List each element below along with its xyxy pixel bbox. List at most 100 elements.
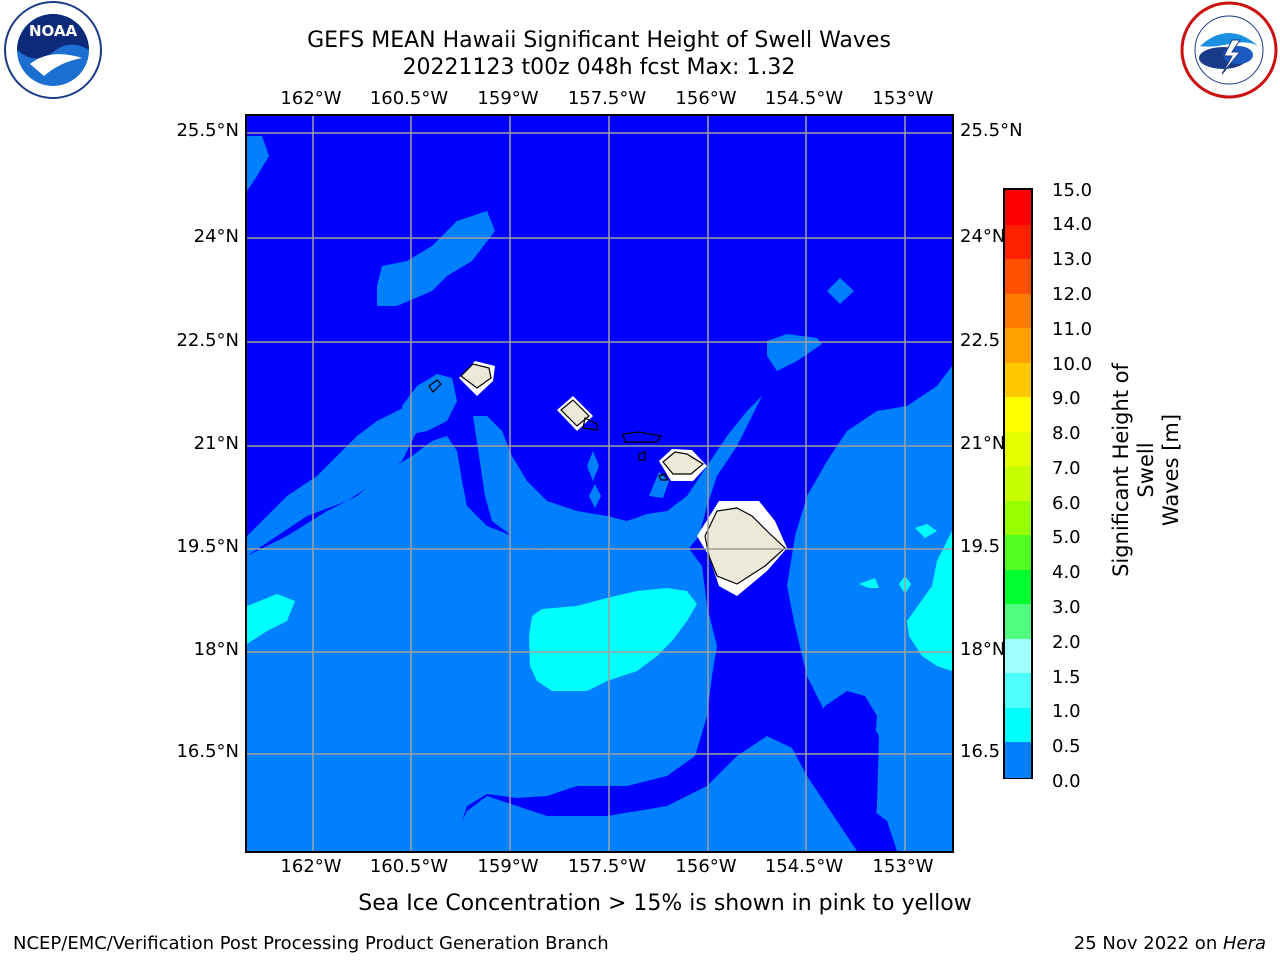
swell-height-map	[245, 114, 954, 853]
graticule	[247, 116, 952, 851]
colorbar-tick: 15.0	[1052, 180, 1093, 201]
map-canvas	[247, 116, 952, 851]
swell-band-1-0-1-5-east-small-c	[915, 524, 937, 538]
colorbar-band	[1005, 742, 1031, 778]
footer-credit: NCEP/EMC/Verification Post Processing Pr…	[13, 933, 609, 954]
swell-band-1-0-1-5-west	[247, 594, 295, 644]
colorbar-tick: 7.0	[1052, 458, 1081, 479]
colorbar-band	[1005, 190, 1031, 226]
lon-tick-top: 159°W	[477, 88, 539, 109]
lon-tick-top: 162°W	[280, 88, 342, 109]
footer-date-text: 25 Nov 2022 on	[1073, 933, 1223, 954]
island-lanai	[638, 451, 646, 461]
colorbar-tick: 9.0	[1052, 388, 1081, 409]
colorbar-band	[1005, 500, 1031, 536]
lat-tick-right: 24°N	[960, 226, 1006, 247]
colorbar-tick: 4.0	[1052, 562, 1081, 583]
lat-tick-left: 19.5°N	[176, 536, 239, 557]
island-niihau	[428, 379, 442, 393]
colorbar-tick: 0.5	[1052, 736, 1081, 757]
island-oahu	[560, 399, 590, 427]
swell-band-0-5-1-0-small-patch-a	[587, 451, 599, 481]
swell-band-0-0-5-south-c	[857, 806, 897, 851]
noaa-logo: NOAA	[0, 0, 106, 102]
colorbar-label-line2: Waves [m]	[1159, 413, 1183, 527]
swell-band-0-5-1-0-nw-corner	[247, 136, 269, 191]
colorbar-bands	[1005, 190, 1031, 778]
colorbar-tick: 13.0	[1052, 249, 1093, 270]
lon-tick-bottom: 162°W	[280, 856, 342, 877]
swell-band-0-5-1-0-kauai-patch	[402, 374, 457, 434]
colorbar-tick: 12.0	[1052, 284, 1093, 305]
colorbar-band	[1005, 673, 1031, 709]
colorbar-band	[1005, 707, 1031, 744]
lon-tick-top: 157.5°W	[567, 88, 647, 109]
lat-tick-right: 25.5°N	[960, 120, 1023, 141]
colorbar-tick: 2.0	[1052, 632, 1081, 653]
colorbar-band	[1005, 466, 1031, 502]
lon-tick-bottom: 160.5°W	[369, 856, 449, 877]
chart-title-line2: 20221123 t00z 048h fcst Max: 1.32	[402, 55, 796, 80]
lon-tick-top: 153°W	[872, 88, 934, 109]
noaa-logo-text: NOAA	[29, 22, 78, 40]
lon-tick-top: 154.5°W	[764, 88, 844, 109]
swell-band-0-5-1-0-north-patch	[377, 211, 495, 306]
island-molokai	[622, 431, 663, 443]
colorbar-label-line1: Significant Height of Swell	[1109, 363, 1158, 577]
lat-tick-right: 18°N	[960, 639, 1006, 660]
lat-tick-left: 16.5°N	[176, 741, 239, 762]
lon-tick-bottom: 156°W	[675, 856, 737, 877]
colorbar-band	[1005, 604, 1031, 640]
lon-tick-bottom: 154.5°W	[764, 856, 844, 877]
colorbar-tick: 1.5	[1052, 667, 1081, 688]
swell-band-0-0-5-south-b	[832, 734, 845, 756]
island-kauai	[460, 363, 492, 389]
lat-tick-left: 24°N	[193, 226, 239, 247]
swell-band-1-0-1-5-east	[907, 531, 952, 671]
colorbar-tick: 8.0	[1052, 423, 1081, 444]
island-big-island	[704, 507, 786, 585]
colorbar-tick: 3.0	[1052, 597, 1081, 618]
colorbar-tick: 5.0	[1052, 527, 1081, 548]
colorbar-tick: 10.0	[1052, 354, 1093, 375]
footer-host: Hera	[1222, 933, 1266, 954]
swell-band-1-0-1-5-east-small-a	[859, 578, 879, 588]
swell-band-1-0-1-5-south-center	[529, 588, 697, 691]
colorbar-band	[1005, 431, 1031, 467]
swell-band-0-5-1-0-small-patch-c	[649, 472, 669, 498]
lat-tick-left: 22.5°N	[176, 330, 239, 351]
colorbar-tick: 0.0	[1052, 771, 1081, 792]
colorbar-tick: 6.0	[1052, 493, 1081, 514]
lat-tick-right: 16.5	[960, 741, 1001, 762]
colorbar-tick: 11.0	[1052, 319, 1093, 340]
lon-tick-bottom: 157.5°W	[567, 856, 647, 877]
lon-tick-top: 156°W	[675, 88, 737, 109]
sea-ice-note: Sea Ice Concentration > 15% is shown in …	[358, 891, 972, 916]
chart-title-line1: GEFS MEAN Hawaii Significant Height of S…	[307, 28, 891, 53]
colorbar	[1003, 188, 1033, 779]
lat-tick-left: 18°N	[193, 639, 239, 660]
colorbar-tick: 1.0	[1052, 701, 1081, 722]
lon-tick-bottom: 153°W	[872, 856, 934, 877]
nws-logo	[1178, 0, 1280, 100]
colorbar-band	[1005, 535, 1031, 571]
swell-band-0-5-1-0-channel	[473, 396, 762, 556]
lat-tick-right: 19.5	[960, 536, 1001, 557]
swell-band-0-5-1-0-east-diamond	[827, 278, 854, 304]
swell-band-0-5-1-0-southwest	[247, 436, 717, 851]
colorbar-band	[1005, 259, 1031, 295]
lon-tick-bottom: 159°W	[477, 856, 539, 877]
colorbar-band	[1005, 328, 1031, 364]
lat-tick-right: 21°N	[960, 433, 1006, 454]
colorbar-band	[1005, 638, 1031, 674]
colorbar-tick: 14.0	[1052, 214, 1093, 235]
lat-tick-right: 22.5	[960, 330, 1001, 351]
colorbar-label: Significant Height of Swell Waves [m]	[1109, 340, 1183, 600]
swell-band-0-5-1-0-small-patch-b	[589, 484, 601, 508]
island-oahu-tail	[582, 417, 598, 431]
colorbar-band	[1005, 569, 1031, 605]
lon-tick-top: 160.5°W	[369, 88, 449, 109]
lat-tick-left: 21°N	[193, 433, 239, 454]
island-kahoolawe	[658, 473, 668, 481]
colorbar-band	[1005, 397, 1031, 433]
